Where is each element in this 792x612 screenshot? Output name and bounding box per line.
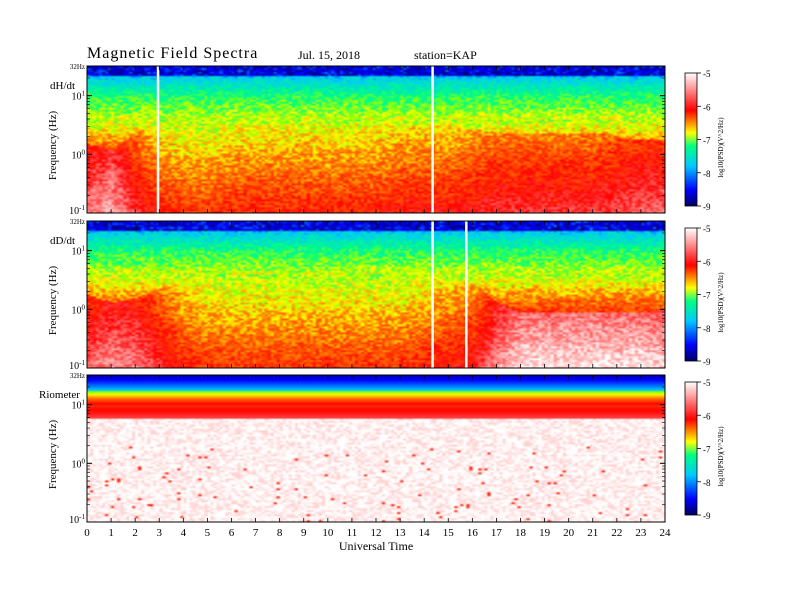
panel-label-1: dD/dt	[50, 235, 75, 247]
ytick-0-3: 10-1	[69, 204, 85, 217]
xtick-4: 4	[181, 527, 187, 539]
colorbar-tick-1-1: -6	[703, 257, 711, 267]
ytick-0-0: 32Hz	[70, 63, 85, 71]
xtick-7: 7	[253, 527, 259, 539]
xtick-10: 10	[322, 527, 334, 539]
xtick-12: 12	[371, 527, 382, 539]
ytick-1-3: 10-1	[69, 359, 85, 372]
colorbar-tick-0-3: -8	[703, 169, 711, 179]
xtick-3: 3	[157, 527, 163, 539]
colorbar-tick-1-3: -8	[703, 324, 711, 334]
ytick-2-2: 100	[72, 457, 86, 470]
colorbar-label-0: log10(PSD)(V^2/Hz)	[717, 117, 725, 178]
xtick-21: 21	[587, 527, 598, 539]
xtick-13: 13	[395, 527, 407, 539]
xtick-11: 11	[347, 527, 358, 539]
colorbar-tick-0-2: -7	[703, 136, 711, 146]
ytick-1-1: 101	[72, 245, 86, 258]
ytick-2-1: 101	[72, 399, 86, 412]
xtick-6: 6	[229, 527, 235, 539]
ylabel-0: Frequency (Hz)	[47, 111, 59, 181]
ylabel-2: Frequency (Hz)	[47, 420, 59, 490]
xtick-1: 1	[108, 527, 114, 539]
colorbar-label-2: log10(PSD)(V^2/Hz)	[717, 426, 725, 487]
xtick-0: 0	[84, 527, 90, 539]
xtick-23: 23	[635, 527, 647, 539]
spectrogram-0	[87, 66, 665, 213]
ytick-0-1: 101	[72, 90, 86, 103]
ytick-2-0: 32Hz	[70, 372, 85, 380]
colorbar-label-1: log10(PSD)(V^2/Hz)	[717, 272, 725, 333]
colorbar-tick-1-4: -9	[703, 357, 711, 367]
spectrogram-2	[87, 375, 665, 522]
colorbar-tick-0-4: -9	[703, 202, 711, 212]
panel-label-2: Riometer	[39, 389, 80, 401]
panel-label-0: dH/dt	[50, 80, 75, 92]
xtick-20: 20	[563, 527, 575, 539]
date-label: Jul. 15, 2018	[298, 48, 361, 62]
colorbar-tick-2-3: -8	[703, 478, 711, 488]
xtick-15: 15	[443, 527, 455, 539]
xtick-22: 22	[611, 527, 622, 539]
colorbar-0	[684, 72, 698, 207]
xtick-24: 24	[660, 527, 672, 539]
ytick-1-0: 32Hz	[70, 218, 85, 226]
xtick-14: 14	[419, 527, 431, 539]
station-label: station=KAP	[414, 48, 477, 62]
xtick-16: 16	[467, 527, 479, 539]
xtick-17: 17	[491, 527, 503, 539]
xtick-18: 18	[515, 527, 527, 539]
xtick-8: 8	[277, 527, 283, 539]
colorbar-tick-0-0: -5	[703, 69, 711, 79]
spectrogram-1	[87, 221, 665, 368]
colorbar-tick-2-1: -6	[703, 411, 711, 421]
colorbar-tick-1-2: -7	[703, 291, 711, 301]
xlabel: Universal Time	[339, 539, 413, 553]
colorbar-tick-2-2: -7	[703, 445, 711, 455]
xtick-9: 9	[301, 527, 307, 539]
colorbar-tick-0-1: -6	[703, 102, 711, 112]
ylabel-1: Frequency (Hz)	[47, 266, 59, 336]
colorbar-tick-2-4: -9	[703, 511, 711, 521]
ytick-0-2: 100	[72, 148, 86, 161]
colorbar-2	[684, 381, 698, 516]
colorbar-tick-2-0: -5	[703, 378, 711, 388]
chart-title: Magnetic Field Spectra	[87, 45, 259, 62]
ytick-2-3: 10-1	[69, 513, 85, 526]
ytick-1-2: 100	[72, 303, 86, 316]
xtick-19: 19	[539, 527, 551, 539]
colorbar-tick-1-0: -5	[703, 224, 711, 234]
xtick-5: 5	[205, 527, 211, 539]
xtick-2: 2	[132, 527, 138, 539]
colorbar-1	[684, 227, 698, 362]
